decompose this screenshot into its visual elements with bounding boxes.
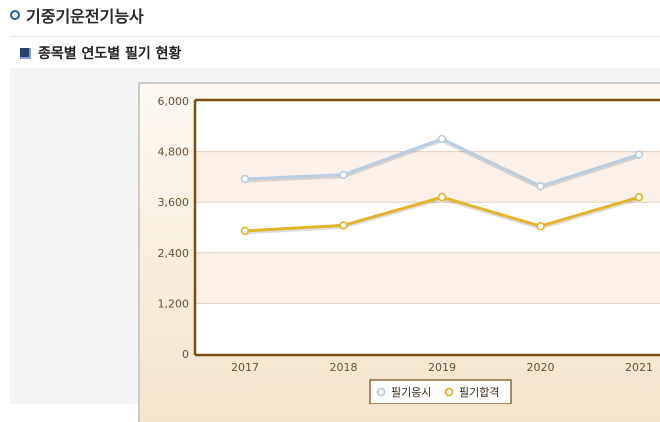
data-point: [536, 222, 545, 231]
x-tick-label: 2020: [527, 361, 555, 374]
section-title: 종목별 연도별 필기 현황: [20, 42, 181, 64]
y-tick-label: 4,800: [158, 146, 190, 159]
legend-box: [369, 379, 512, 404]
plot-band: [195, 202, 660, 253]
legend-marker-icon: [376, 387, 386, 397]
x-tick-label: 2021: [625, 361, 653, 374]
data-point: [240, 226, 250, 236]
data-point: [634, 192, 644, 202]
data-point: [339, 170, 348, 179]
section-title-text: 종목별 연도별 필기 현황: [38, 46, 182, 62]
page-title-text: 기중기운전기능사: [26, 7, 144, 26]
page-title: 기중기운전기능사: [10, 2, 144, 28]
legend-label: 필기합격: [459, 386, 499, 399]
legend-marker-icon: [444, 387, 454, 397]
y-tick-label: 1,200: [158, 297, 190, 310]
y-tick-label: 0: [182, 348, 189, 361]
data-point: [437, 134, 447, 144]
x-tick-label: 2018: [330, 361, 358, 374]
data-point: [339, 221, 348, 230]
data-point: [240, 174, 250, 184]
x-tick-label: 2019: [428, 361, 456, 374]
circle-bullet-icon: [10, 10, 20, 20]
legend: 필기응시 필기합격: [369, 379, 512, 404]
x-tick-label: 2017: [231, 361, 259, 374]
plot-band: [195, 252, 660, 304]
square-bullet-icon: [20, 47, 31, 59]
data-point: [536, 181, 545, 191]
data-point: [634, 150, 644, 159]
y-tick-label: 6,000: [158, 95, 190, 108]
legend-label: 필기응시: [391, 386, 431, 399]
y-tick-label: 2,400: [158, 247, 190, 260]
plot-band: [195, 303, 660, 354]
data-point: [437, 192, 447, 202]
y-tick-label: 3,600: [158, 196, 190, 209]
title-divider: [10, 36, 660, 37]
line-chart: 0 1,200 2,400 3,600 4,800 6,000 2017 2018 2019 20…: [158, 95, 660, 404]
